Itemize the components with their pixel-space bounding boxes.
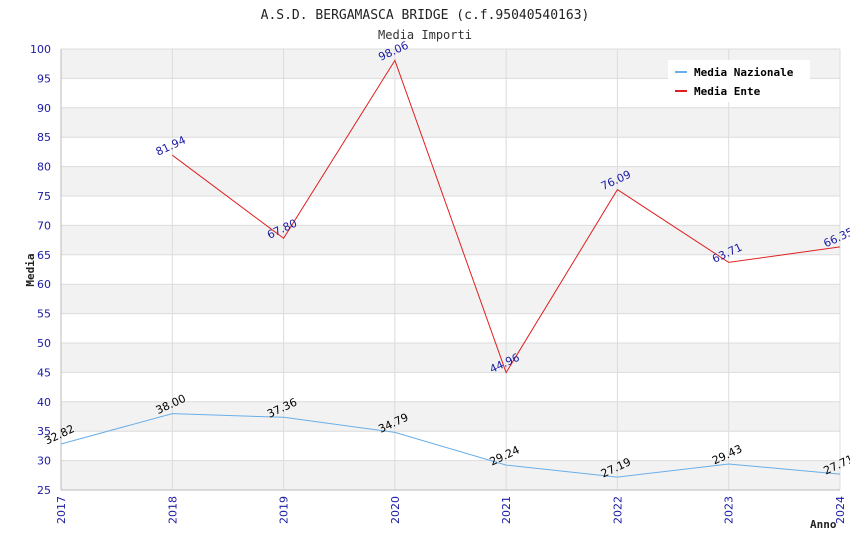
grid-band (61, 401, 840, 432)
y-tick-labels: 25 30 35 40 45 50 55 60 65 70 75 80 85 90 95 100 (30, 43, 51, 497)
x-tick-label: 2018 (166, 496, 179, 524)
y-tick-label: 35 (37, 425, 51, 438)
y-tick-label: 90 (37, 102, 51, 115)
series-line-1 (60, 413, 841, 478)
x-tick-label: 2024 (834, 496, 847, 524)
grid-band (61, 343, 840, 373)
legend-box (668, 60, 810, 102)
legend-label: Media Nazionale (694, 66, 794, 79)
series-lines (60, 59, 841, 478)
grid-bands (61, 49, 840, 490)
x-tick-label: 2023 (723, 496, 736, 524)
axes (60, 49, 840, 491)
y-tick-label: 60 (37, 278, 51, 291)
x-tick-labels: 2017 2018 2019 2020 2021 2022 2023 2024 (55, 496, 847, 524)
x-axis-label: Anno (810, 518, 837, 531)
grid-band (61, 284, 840, 314)
chart-subtitle: Media Importi (378, 28, 472, 42)
x-tick-label: 2020 (389, 496, 402, 524)
x-tick-label: 2022 (611, 496, 624, 524)
legend: Media Nazionale Media Ente (668, 60, 810, 102)
y-tick-label: 45 (37, 366, 51, 379)
x-tick-label: 2017 (55, 496, 68, 524)
y-tick-label: 85 (37, 131, 51, 144)
grid-band (61, 107, 840, 138)
y-tick-label: 95 (37, 72, 51, 85)
y-tick-label: 100 (30, 43, 51, 56)
y-tick-label: 25 (37, 484, 51, 497)
y-axis-label: Media (24, 253, 37, 286)
grid-band (61, 460, 840, 490)
y-tick-label: 50 (37, 337, 51, 350)
chart-title: A.S.D. BERGAMASCA BRIDGE (c.f.9504054016… (261, 8, 590, 23)
y-tick-label: 70 (37, 219, 51, 232)
legend-label: Media Ente (694, 85, 761, 98)
y-tick-label: 65 (37, 249, 51, 262)
grid-band (61, 166, 840, 196)
y-tick-label: 30 (37, 455, 51, 468)
y-tick-label: 80 (37, 161, 51, 174)
x-tick-label: 2019 (278, 496, 291, 524)
y-tick-label: 55 (37, 308, 51, 321)
x-tick-label: 2021 (500, 496, 513, 524)
y-tick-label: 40 (37, 396, 51, 409)
y-tick-label: 75 (37, 190, 51, 203)
series-line-2 (172, 59, 841, 374)
